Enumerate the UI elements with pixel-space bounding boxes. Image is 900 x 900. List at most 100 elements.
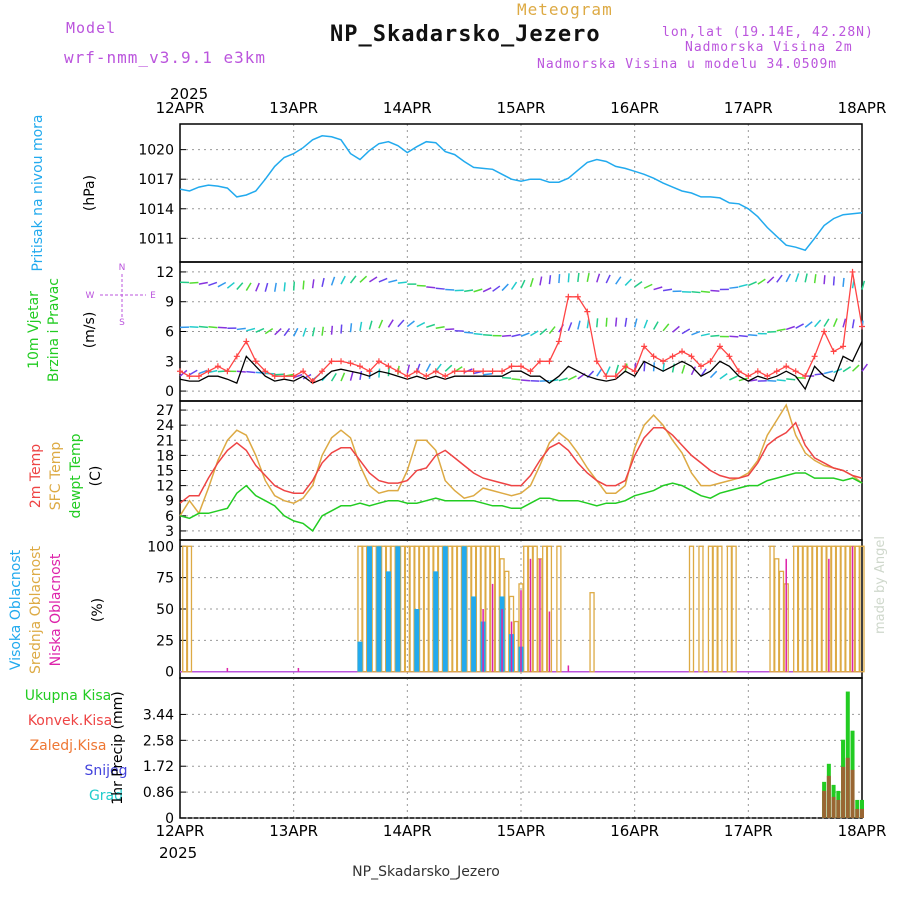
gust-marker — [802, 373, 809, 380]
y-tick-label: 6 — [165, 325, 174, 341]
gust-marker — [593, 358, 600, 365]
year-top: 2025 — [170, 85, 208, 103]
mid-cloud-bar — [726, 545, 733, 673]
conv-precip-bar — [850, 769, 855, 818]
wind-barb — [851, 319, 855, 329]
compass-n: N — [119, 263, 126, 273]
mid-cloud-bar — [381, 545, 387, 673]
footer-station: NP_Skadarsko_Jezero — [352, 864, 500, 880]
wind-barb — [255, 327, 265, 333]
y-tick-label: 0 — [165, 384, 174, 400]
mid-cloud-bar — [409, 545, 415, 673]
wind-barb — [748, 281, 757, 287]
mid-cloud-bar — [399, 545, 406, 673]
wind-barb — [245, 282, 252, 291]
wind-barb — [292, 327, 299, 337]
gust-marker — [461, 368, 468, 375]
wind-barb — [795, 323, 804, 329]
pressure-line — [179, 135, 863, 252]
wind-barb — [330, 325, 334, 335]
wind-speed-line — [179, 341, 863, 391]
wind-barb — [662, 362, 665, 372]
gust-marker — [849, 268, 856, 275]
gust-marker — [347, 360, 354, 367]
gust-marker — [281, 373, 288, 380]
wind-barb — [729, 335, 739, 338]
wind-barb — [501, 334, 512, 338]
gust-marker — [262, 368, 269, 375]
wind-barb — [482, 287, 492, 293]
wind-barb — [662, 288, 673, 292]
wind-barb — [274, 373, 284, 376]
wind-barb — [813, 274, 817, 284]
gust-marker — [612, 373, 619, 380]
wind-title-1: 10m Vjetar — [26, 291, 42, 369]
high-cloud-bar — [366, 546, 372, 672]
wind-barb — [738, 334, 748, 338]
wind-barb — [435, 325, 445, 330]
dewpt-line — [179, 472, 863, 533]
mid-cloud-bar — [845, 545, 851, 673]
wind-barb — [406, 320, 415, 328]
wind-barb — [321, 326, 324, 336]
mid-cloud-bar — [485, 545, 491, 673]
gust-marker — [480, 368, 487, 375]
gust-marker — [726, 353, 733, 360]
gust-marker — [328, 358, 335, 365]
gust-marker — [252, 358, 259, 365]
mid-cloud-bar — [707, 545, 714, 673]
mid-cloud-bar — [532, 545, 538, 673]
wind-barb — [406, 364, 411, 374]
wind-barb — [548, 326, 556, 335]
wind-barb — [861, 363, 868, 372]
wind-barb — [710, 334, 720, 338]
wind-barb — [349, 371, 354, 381]
elevation-label: Nadmorska Visina 2m — [685, 40, 853, 55]
y-tick-label: 0.86 — [143, 785, 174, 801]
gust-marker — [366, 368, 373, 375]
wind-barb — [321, 277, 325, 287]
mid-cloud-bar — [542, 545, 548, 673]
wind-barb — [776, 274, 783, 283]
wind-barb — [501, 283, 509, 292]
wind-barb — [302, 327, 307, 337]
gust-marker — [792, 368, 799, 375]
y-tick-label: 1.72 — [143, 759, 174, 775]
wind-barb — [426, 286, 436, 289]
wind-barb — [700, 333, 710, 337]
mid-cloud-bar — [423, 545, 429, 673]
y-tick-label: 50 — [156, 602, 174, 618]
gust-marker — [745, 373, 752, 380]
wind-barb — [577, 320, 581, 330]
mid-cloud-bar — [835, 545, 841, 673]
gust-marker — [499, 368, 506, 375]
y-tick-label: 2.58 — [143, 733, 174, 749]
wind-barb — [397, 319, 405, 328]
compass-e: E — [150, 291, 156, 301]
mid-cloud-bar — [811, 545, 818, 673]
y-tick-label: 75 — [156, 571, 174, 587]
wind-barb — [511, 378, 521, 381]
wind-barb — [217, 281, 227, 288]
y-tick-label: 1020 — [138, 143, 174, 159]
mid-cloud-bar — [437, 545, 444, 673]
wind-barb — [349, 275, 357, 284]
wind-barb — [264, 282, 269, 292]
gust-marker — [423, 373, 430, 380]
conv-precip-bar — [855, 808, 860, 818]
panel-frame-0 — [179, 123, 863, 263]
wind-barb — [719, 373, 728, 380]
wind-barb — [842, 318, 847, 328]
mid-cloud-bar — [556, 545, 562, 673]
wind-barb — [416, 321, 426, 328]
wind-barb — [208, 281, 218, 287]
wind-barb — [330, 276, 336, 286]
wind-barb — [852, 364, 860, 372]
conv-precip-bar — [836, 799, 841, 818]
wind-barb — [776, 328, 786, 332]
cloud-legend-low: Niska Oblacnost — [48, 553, 64, 666]
wind-barb — [529, 277, 534, 288]
wind-barb — [198, 281, 208, 285]
wind-barb — [473, 332, 483, 336]
gust-marker — [574, 293, 581, 300]
